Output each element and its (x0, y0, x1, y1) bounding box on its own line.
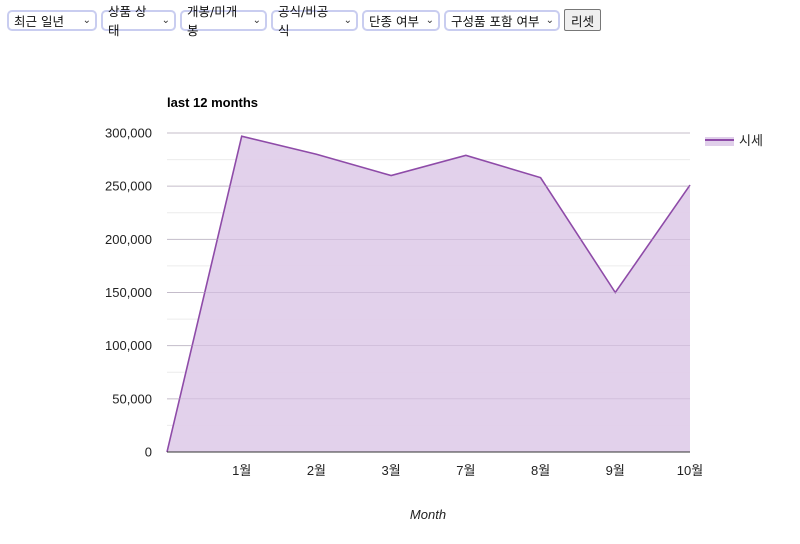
y-tick-label: 100,000 (105, 338, 152, 353)
components-select[interactable]: 구성품 포함 여부 ⌄ (444, 9, 560, 31)
condition-select[interactable]: 상품 상태 ⌄ (101, 4, 176, 38)
x-tick-label: 7월 (456, 463, 475, 478)
series-area (167, 136, 690, 452)
chevron-down-icon: ⌄ (161, 14, 170, 26)
official-select-value: 공식/비공식 (278, 4, 329, 38)
y-tick-label: 250,000 (105, 179, 152, 194)
legend: 시세 (705, 133, 763, 148)
opened-select-value: 개봉/미개봉 (187, 4, 238, 38)
chevron-down-icon: ⌄ (545, 14, 554, 26)
y-tick-label: 150,000 (105, 285, 152, 300)
x-tick-label: 1월 (232, 463, 251, 478)
chevron-down-icon: ⌄ (425, 14, 434, 26)
chart-title: last 12 months (167, 95, 258, 110)
chevron-down-icon: ⌄ (343, 14, 352, 26)
official-select[interactable]: 공식/비공식 ⌄ (271, 4, 358, 38)
period-select-value: 최근 일년 (14, 13, 64, 29)
opened-select[interactable]: 개봉/미개봉 ⌄ (180, 4, 267, 38)
data-points (167, 132, 690, 400)
reset-button[interactable]: 리셋 (564, 9, 602, 31)
legend-label: 시세 (739, 133, 763, 148)
components-select-value: 구성품 포함 여부 (451, 13, 540, 29)
x-tick-labels: 1월 2월 3월 7월 8월 9월 10월 (232, 463, 703, 478)
period-select[interactable]: 최근 일년 ⌄ (7, 9, 97, 31)
chevron-down-icon: ⌄ (252, 14, 261, 26)
x-tick-label: 3월 (382, 463, 401, 478)
y-tick-label: 50,000 (112, 391, 152, 406)
discontinued-select[interactable]: 단종 여부 ⌄ (362, 9, 440, 31)
x-tick-label: 10월 (677, 463, 703, 478)
x-axis-title: Month (410, 507, 446, 522)
filter-bar: 최근 일년 ⌄ 상품 상태 ⌄ 개봉/미개봉 ⌄ 공식/비공식 ⌄ 단종 여부 … (7, 4, 602, 38)
x-tick-label: 9월 (606, 463, 625, 478)
series-line (166, 135, 691, 453)
chevron-down-icon: ⌄ (82, 14, 91, 26)
y-tick-label: 300,000 (105, 126, 152, 141)
condition-select-value: 상품 상태 (108, 4, 147, 38)
legend-swatch (705, 137, 734, 146)
x-tick-label: 8월 (531, 463, 550, 478)
x-tick-label: 2월 (307, 463, 326, 478)
y-tick-label: 200,000 (105, 232, 152, 247)
y-tick-labels: 0 50,000 100,000 150,000 200,000 250,000 300,0… (105, 126, 152, 460)
discontinued-select-value: 단종 여부 (369, 13, 419, 29)
y-tick-label: 0 (145, 445, 152, 460)
